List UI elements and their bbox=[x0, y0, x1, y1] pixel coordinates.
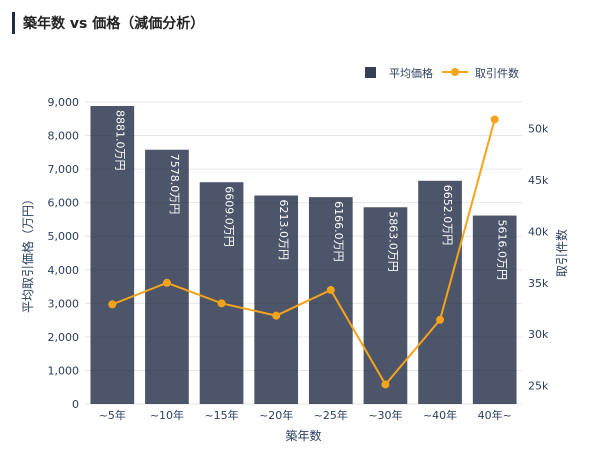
y2-tick-label: 40k bbox=[528, 225, 549, 238]
line-point bbox=[217, 299, 226, 308]
y2-tick-label: 45k bbox=[528, 174, 549, 187]
x-tick-label: ~40年 bbox=[423, 408, 457, 422]
bar-value-label: 8881.0万円 bbox=[113, 110, 126, 170]
line-point bbox=[162, 278, 171, 287]
y-tick-label: 9,000 bbox=[48, 96, 80, 109]
bar-value-label: 6166.0万円 bbox=[332, 201, 345, 261]
bar-value-label: 5616.0万円 bbox=[496, 220, 509, 281]
bar-value-label: 6609.0万円 bbox=[223, 186, 236, 247]
y2-tick-label: 25k bbox=[528, 380, 549, 393]
y-tick-label: 0 bbox=[72, 398, 79, 411]
x-tick-label: ~15年 bbox=[204, 408, 238, 422]
y-tick-label: 6,000 bbox=[48, 197, 80, 210]
y2-tick-label: 35k bbox=[528, 277, 549, 290]
x-tick-label: ~20年 bbox=[259, 408, 293, 422]
x-tick-label: ~25年 bbox=[314, 408, 348, 422]
legend-line-marker bbox=[451, 68, 459, 76]
line-point bbox=[108, 300, 117, 309]
bar bbox=[145, 149, 189, 404]
bar bbox=[418, 180, 462, 404]
bar-value-label: 5863.0万円 bbox=[386, 211, 399, 272]
line-point bbox=[326, 285, 335, 294]
x-axis-title: 築年数 bbox=[285, 428, 321, 443]
x-tick-label: ~5年 bbox=[99, 408, 126, 422]
line-point bbox=[381, 380, 390, 389]
y2-axis-title: 取引件数 bbox=[554, 229, 569, 277]
chart-title: 築年数 vs 価格（減価分析） bbox=[23, 16, 205, 32]
y2-tick-label: 50k bbox=[528, 123, 549, 136]
y-tick-label: 1,000 bbox=[48, 364, 80, 377]
y-tick-label: 8,000 bbox=[48, 130, 80, 143]
bar bbox=[254, 195, 299, 404]
x-tick-label: 40年~ bbox=[478, 408, 512, 422]
y-tick-label: 3,000 bbox=[48, 297, 80, 310]
bar-value-label: 7578.0万円 bbox=[168, 154, 181, 215]
bar bbox=[308, 197, 353, 404]
line-series-path bbox=[111, 119, 496, 387]
bar-value-label: 6213.0万円 bbox=[277, 200, 290, 261]
y-axis-title: 平均取引価格（万円） bbox=[20, 193, 35, 313]
bar bbox=[90, 105, 135, 405]
y-tick-label: 5,000 bbox=[48, 230, 80, 243]
bar-value-label: 6652.0万円 bbox=[441, 185, 454, 246]
legend-label: 取引件数 bbox=[475, 66, 519, 80]
line-point bbox=[436, 315, 445, 324]
y-tick-label: 7,000 bbox=[48, 163, 80, 176]
bar bbox=[472, 215, 517, 404]
line-point bbox=[490, 115, 499, 124]
y-tick-label: 2,000 bbox=[48, 331, 80, 344]
x-tick-label: ~30年 bbox=[368, 408, 402, 422]
x-tick-label: ~10年 bbox=[150, 408, 184, 422]
bar bbox=[363, 207, 408, 404]
line-point bbox=[272, 311, 281, 320]
y2-tick-label: 30k bbox=[528, 328, 549, 341]
bar bbox=[199, 182, 244, 404]
title-accent-bar bbox=[12, 12, 15, 34]
legend-bar-swatch bbox=[365, 67, 376, 78]
legend-label: 平均価格 bbox=[389, 66, 433, 80]
y-tick-label: 4,000 bbox=[48, 264, 80, 277]
chart-title-bar: 築年数 vs 価格（減価分析） bbox=[12, 12, 204, 34]
